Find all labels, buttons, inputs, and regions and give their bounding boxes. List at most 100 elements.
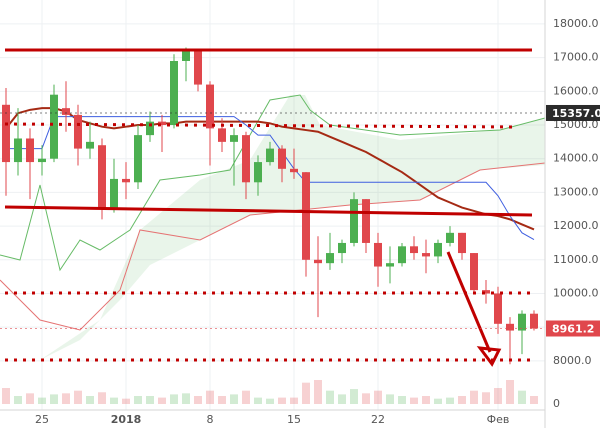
candle-body xyxy=(50,94,58,159)
candle-body xyxy=(494,293,502,324)
volume-tick-label: 0 xyxy=(553,397,560,410)
y-tick-label: 14000.0 xyxy=(553,152,599,165)
volume-bar xyxy=(86,396,94,404)
candle-body xyxy=(470,253,478,291)
volume-bar xyxy=(338,394,346,404)
candle-body xyxy=(398,246,406,264)
candle-body xyxy=(122,178,130,183)
arrow-head xyxy=(476,346,502,367)
volume xyxy=(2,380,538,404)
volume-bar xyxy=(98,392,106,404)
volume-bar xyxy=(278,397,286,404)
trendline xyxy=(4,205,533,217)
candle-body xyxy=(530,313,538,329)
candle-body xyxy=(62,108,70,115)
grid xyxy=(0,0,545,410)
volume-bar xyxy=(146,396,154,404)
x-tick-label: 2018 xyxy=(111,413,142,426)
volume-bar xyxy=(2,388,10,404)
volume-bar xyxy=(530,396,538,404)
candle-body xyxy=(194,50,202,85)
volume-bar xyxy=(26,393,34,404)
x-tick-label: Фев xyxy=(487,413,510,426)
candle-body xyxy=(110,178,118,210)
candle-body xyxy=(302,172,310,260)
volume-bar xyxy=(482,392,490,404)
leading-span-b xyxy=(0,162,546,331)
candle-body xyxy=(14,138,22,163)
volume-bar xyxy=(434,398,442,404)
y-tick-label: 11000.0 xyxy=(553,253,599,266)
volume-bar xyxy=(362,393,370,404)
volume-bar xyxy=(266,398,274,404)
candle-body xyxy=(38,158,46,163)
volume-bar xyxy=(182,393,190,404)
candle-body xyxy=(422,253,430,257)
volume-bar xyxy=(314,380,322,404)
volume-bar xyxy=(506,380,514,404)
indicator-line xyxy=(6,116,535,241)
volume-bar xyxy=(50,394,58,404)
candle-body xyxy=(446,232,454,243)
volume-bar xyxy=(446,397,454,404)
candle-body xyxy=(158,121,166,126)
volume-bar xyxy=(14,396,22,404)
candle-body xyxy=(170,60,178,126)
candle-body xyxy=(374,242,382,267)
price-tag-label: 8961.2 xyxy=(552,322,594,335)
volume-bar xyxy=(518,390,526,404)
candle-body xyxy=(242,135,250,183)
candle-body xyxy=(434,242,442,257)
x-tick-label: 22 xyxy=(371,413,385,426)
y-tick-label: 15000.0 xyxy=(553,118,599,131)
volume-bar xyxy=(326,390,334,404)
volume-bar xyxy=(230,394,238,404)
candle-body xyxy=(134,135,142,183)
volume-bar xyxy=(302,382,310,404)
volume-bar xyxy=(350,389,358,404)
volume-bar xyxy=(170,394,178,404)
volume-bar xyxy=(74,390,82,404)
candle-body xyxy=(230,135,238,142)
candle-body xyxy=(266,148,274,163)
y-tick-label: 8000.0 xyxy=(553,354,592,367)
candle-body xyxy=(314,259,322,264)
candle-body xyxy=(26,138,34,163)
volume-bar xyxy=(410,397,418,404)
candle-body xyxy=(482,290,490,294)
indicator-line xyxy=(5,107,535,231)
y-tick-label: 13000.0 xyxy=(553,185,599,198)
candle-body xyxy=(362,199,370,243)
candle-body xyxy=(2,104,10,163)
volume-bar xyxy=(110,397,118,404)
candle-body xyxy=(146,121,154,136)
y-tick-label: 12000.0 xyxy=(553,219,599,232)
volume-bar xyxy=(62,393,70,404)
candle-body xyxy=(350,199,358,243)
volume-bar xyxy=(122,398,130,404)
candle-body xyxy=(218,128,226,142)
price-axis xyxy=(545,0,600,428)
volume-bar xyxy=(206,390,214,404)
volume-bar xyxy=(38,397,46,404)
candle-body xyxy=(290,168,298,173)
candle-body xyxy=(254,162,262,183)
candle-body xyxy=(86,141,94,149)
y-tick-label: 16000.0 xyxy=(553,84,599,97)
volume-bar xyxy=(290,397,298,404)
volume-bar xyxy=(194,396,202,404)
volume-bar xyxy=(458,396,466,404)
x-tick-label: 25 xyxy=(35,413,49,426)
volume-bar xyxy=(494,388,502,404)
ichimoku-cloud xyxy=(40,95,545,360)
drawings xyxy=(4,48,533,367)
axes: 8000.09000.010000.011000.012000.013000.0… xyxy=(0,17,600,426)
candle-body xyxy=(98,145,106,210)
volume-bar xyxy=(374,390,382,404)
level-line xyxy=(4,122,516,129)
price-tag-label: 15357.0 xyxy=(552,107,600,120)
candle-body xyxy=(506,323,514,331)
candle-body xyxy=(326,253,334,264)
volume-bar xyxy=(422,396,430,404)
candle-body xyxy=(278,148,286,169)
